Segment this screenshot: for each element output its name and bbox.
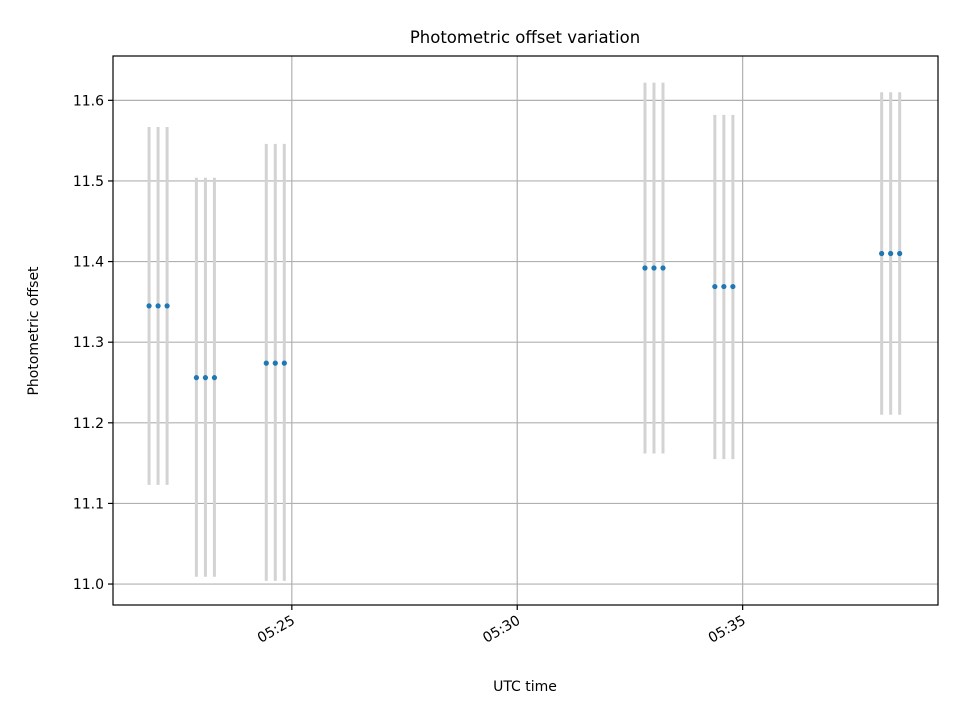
data-point <box>281 360 287 366</box>
data-point <box>660 265 666 271</box>
data-point <box>263 360 269 366</box>
y-tick-label: 11.4 <box>73 255 104 271</box>
y-tick-label: 11.1 <box>73 496 104 512</box>
x-tick-label: 05:25 <box>255 613 298 647</box>
data-point <box>879 250 885 257</box>
data-point <box>164 303 170 309</box>
data-point <box>146 303 152 309</box>
x-axis-label: UTC time <box>493 679 557 695</box>
x-ticks: 05:25 05:30 05:35 <box>255 605 749 647</box>
y-tick-label: 11.2 <box>73 416 104 432</box>
data-point <box>193 375 200 381</box>
x-tick-label: 05:35 <box>706 613 749 647</box>
x-tick-label: 05:30 <box>480 613 523 647</box>
data-point <box>712 283 718 290</box>
grid-lines <box>113 56 938 605</box>
chart-title: Photometric offset variation <box>410 28 640 47</box>
y-tick-label: 11.5 <box>73 174 104 190</box>
data-point <box>730 283 736 290</box>
y-axis-label: Photometric offset <box>26 266 42 396</box>
y-tick-label: 11.3 <box>73 335 104 351</box>
data-point <box>897 250 903 257</box>
data-point <box>888 250 894 257</box>
data-point <box>651 265 657 271</box>
data-points <box>146 250 903 381</box>
data-point <box>721 283 727 290</box>
y-tick-label: 11.6 <box>73 93 104 109</box>
data-point <box>202 375 209 381</box>
data-point <box>211 375 218 381</box>
plot-frame <box>112 55 939 606</box>
data-point <box>155 303 161 309</box>
error-bars <box>147 82 902 581</box>
y-ticks: 11.0 11.1 11.2 11.3 11.4 11.5 11.6 <box>73 93 113 593</box>
data-point <box>642 265 648 271</box>
y-tick-label: 11.0 <box>73 577 104 593</box>
data-point <box>272 360 278 366</box>
